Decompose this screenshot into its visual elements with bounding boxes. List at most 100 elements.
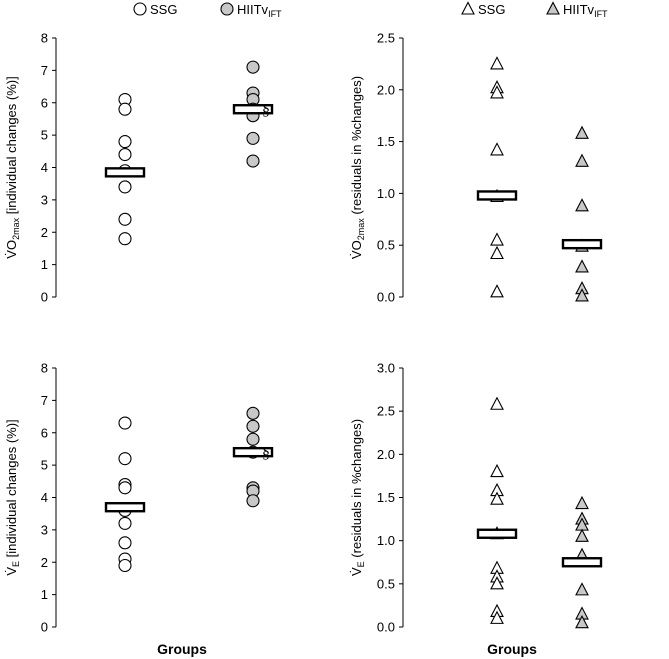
- legend-marker-hiitv: [546, 1, 560, 15]
- data-point-ssg: [490, 491, 504, 505]
- y-tick-label: 0.0: [377, 290, 395, 305]
- significance-marker: §: [262, 445, 270, 462]
- data-point-ssg: [490, 85, 504, 99]
- y-tick-label: 2.0: [377, 447, 395, 462]
- y-tick-label: 3: [41, 192, 48, 207]
- y-tick-label: 2.5: [377, 404, 395, 419]
- mean-bar-ssg: [104, 502, 146, 513]
- y-tick-label: 2: [41, 555, 48, 570]
- mean-bar-hiit: [561, 557, 603, 568]
- data-point-ssg: [490, 232, 504, 246]
- x-axis-label-bottom-right: Groups: [487, 641, 537, 657]
- y-tick-label: 1.0: [377, 186, 395, 201]
- y-tick-label: 3: [41, 522, 48, 537]
- panel-vo2-individual: 0 1 2 3 4 5 6 7 8 V̇O2max [individual changes (%)…: [4, 31, 274, 305]
- y-tick-label: 0.0: [377, 620, 395, 635]
- data-point-ssg: [118, 516, 132, 530]
- legend-marker-ssg: [461, 1, 475, 15]
- y-axis-label: V̇E (residuals in %changes): [349, 419, 366, 576]
- y-tick-label: 1.5: [377, 134, 395, 149]
- mean-bar-ssg: [476, 528, 518, 539]
- y-tick-label: 4: [41, 490, 48, 505]
- chart-panels: 0 1 2 3 4 5 6 7 8 V̇O2max [individual changes (%)…: [4, 31, 603, 635]
- y-tick-label: 0: [41, 620, 48, 635]
- y-axis-label: V̇O2max [individual changes (%)]: [4, 76, 21, 258]
- mean-bar-hiit: [232, 446, 274, 458]
- data-point-ssg: [118, 232, 132, 246]
- data-point-hiit: [246, 419, 260, 433]
- y-tick-label: 1: [41, 587, 48, 602]
- data-point-hiit: [575, 288, 589, 302]
- y-tick-label: 2.0: [377, 82, 395, 97]
- legend-label-hiitv: HIITvIFT: [237, 2, 282, 19]
- data-point-hiit: [575, 259, 589, 273]
- mean-bar-hiit: [232, 104, 274, 115]
- legend-marker-hiitv: [220, 2, 234, 16]
- legend-label-ssg: SSG: [478, 2, 505, 17]
- data-point-ssg: [118, 481, 132, 495]
- data-point-hiit: [246, 131, 260, 145]
- y-tick-label: 1: [41, 257, 48, 272]
- data-point-ssg: [490, 284, 504, 298]
- y-tick-label: 2: [41, 225, 48, 240]
- data-point-hiit: [246, 154, 260, 168]
- data-point-hiit: [575, 528, 589, 542]
- legend-marker-ssg: [133, 2, 147, 16]
- legend-label-ssg: SSG: [150, 2, 177, 17]
- y-tick-label: 4: [41, 160, 48, 175]
- y-tick-label: 2.5: [377, 31, 395, 46]
- y-tick-label: 8: [41, 31, 48, 46]
- data-point-ssg: [118, 180, 132, 194]
- y-tick-label: 0.5: [377, 576, 395, 591]
- data-point-hiit: [575, 153, 589, 167]
- data-point-ssg: [118, 536, 132, 550]
- legend-label-hiitv: HIITvIFT: [563, 2, 608, 19]
- panel-ve-residuals: 0.0 0.5 1.0 1.5 2.0 2.5 3.0 V̇E (residuals in %…: [349, 361, 603, 635]
- data-point-hiit: [246, 432, 260, 446]
- data-point-hiit: [246, 494, 260, 508]
- data-point-hiit: [575, 614, 589, 629]
- y-tick-label: 1.5: [377, 490, 395, 505]
- data-point-ssg: [490, 610, 504, 624]
- y-tick-label: 3.0: [377, 361, 395, 376]
- data-point-hiit: [575, 582, 589, 596]
- significance-marker: §: [262, 102, 270, 119]
- data-point-ssg: [118, 212, 132, 226]
- data-point-hiit: [246, 406, 260, 420]
- mean-bar-ssg: [476, 190, 518, 201]
- data-point-ssg: [490, 396, 504, 410]
- y-axis-label: V̇E [individual changes (%)]: [4, 419, 21, 575]
- legend-left: SSG HIITvIFT: [133, 2, 282, 19]
- y-tick-label: 8: [41, 361, 48, 376]
- y-tick-label: 0: [41, 290, 48, 305]
- data-point-ssg: [490, 463, 504, 478]
- data-point-ssg: [118, 416, 132, 430]
- y-tick-label: 6: [41, 425, 48, 440]
- y-axis-label: V̇O2max (residuals in %changes): [349, 76, 366, 259]
- legend-right: SSG HIITvIFT: [461, 1, 608, 19]
- data-point-ssg: [118, 102, 132, 116]
- panel-vo2-residuals: 0.0 0.5 1.0 1.5 2.0 2.5 V̇O2max (residuals in …: [349, 31, 603, 305]
- data-point-ssg: [490, 56, 504, 70]
- mean-bar-ssg: [104, 167, 146, 178]
- data-point-ssg: [490, 245, 504, 260]
- mean-bar-hiit: [561, 238, 603, 250]
- y-tick-label: 6: [41, 95, 48, 110]
- x-axis-label-bottom-left: Groups: [157, 641, 207, 657]
- data-point-ssg: [118, 148, 132, 162]
- data-point-ssg: [490, 142, 504, 156]
- y-tick-label: 5: [41, 458, 48, 473]
- y-tick-label: 7: [41, 63, 48, 78]
- panel-ve-individual: 0 1 2 3 4 5 6 7 8 V̇E [individual changes (%)] §: [4, 361, 274, 635]
- data-point-ssg: [118, 452, 132, 466]
- y-tick-label: 1.0: [377, 533, 395, 548]
- data-point-hiit: [246, 60, 260, 74]
- y-tick-label: 7: [41, 393, 48, 408]
- data-point-ssg: [490, 576, 504, 590]
- y-tick-label: 0.5: [377, 238, 395, 253]
- data-point-ssg: [118, 558, 132, 573]
- data-point-hiit: [575, 198, 589, 212]
- data-point-hiit: [575, 125, 589, 139]
- data-point-ssg: [118, 135, 132, 149]
